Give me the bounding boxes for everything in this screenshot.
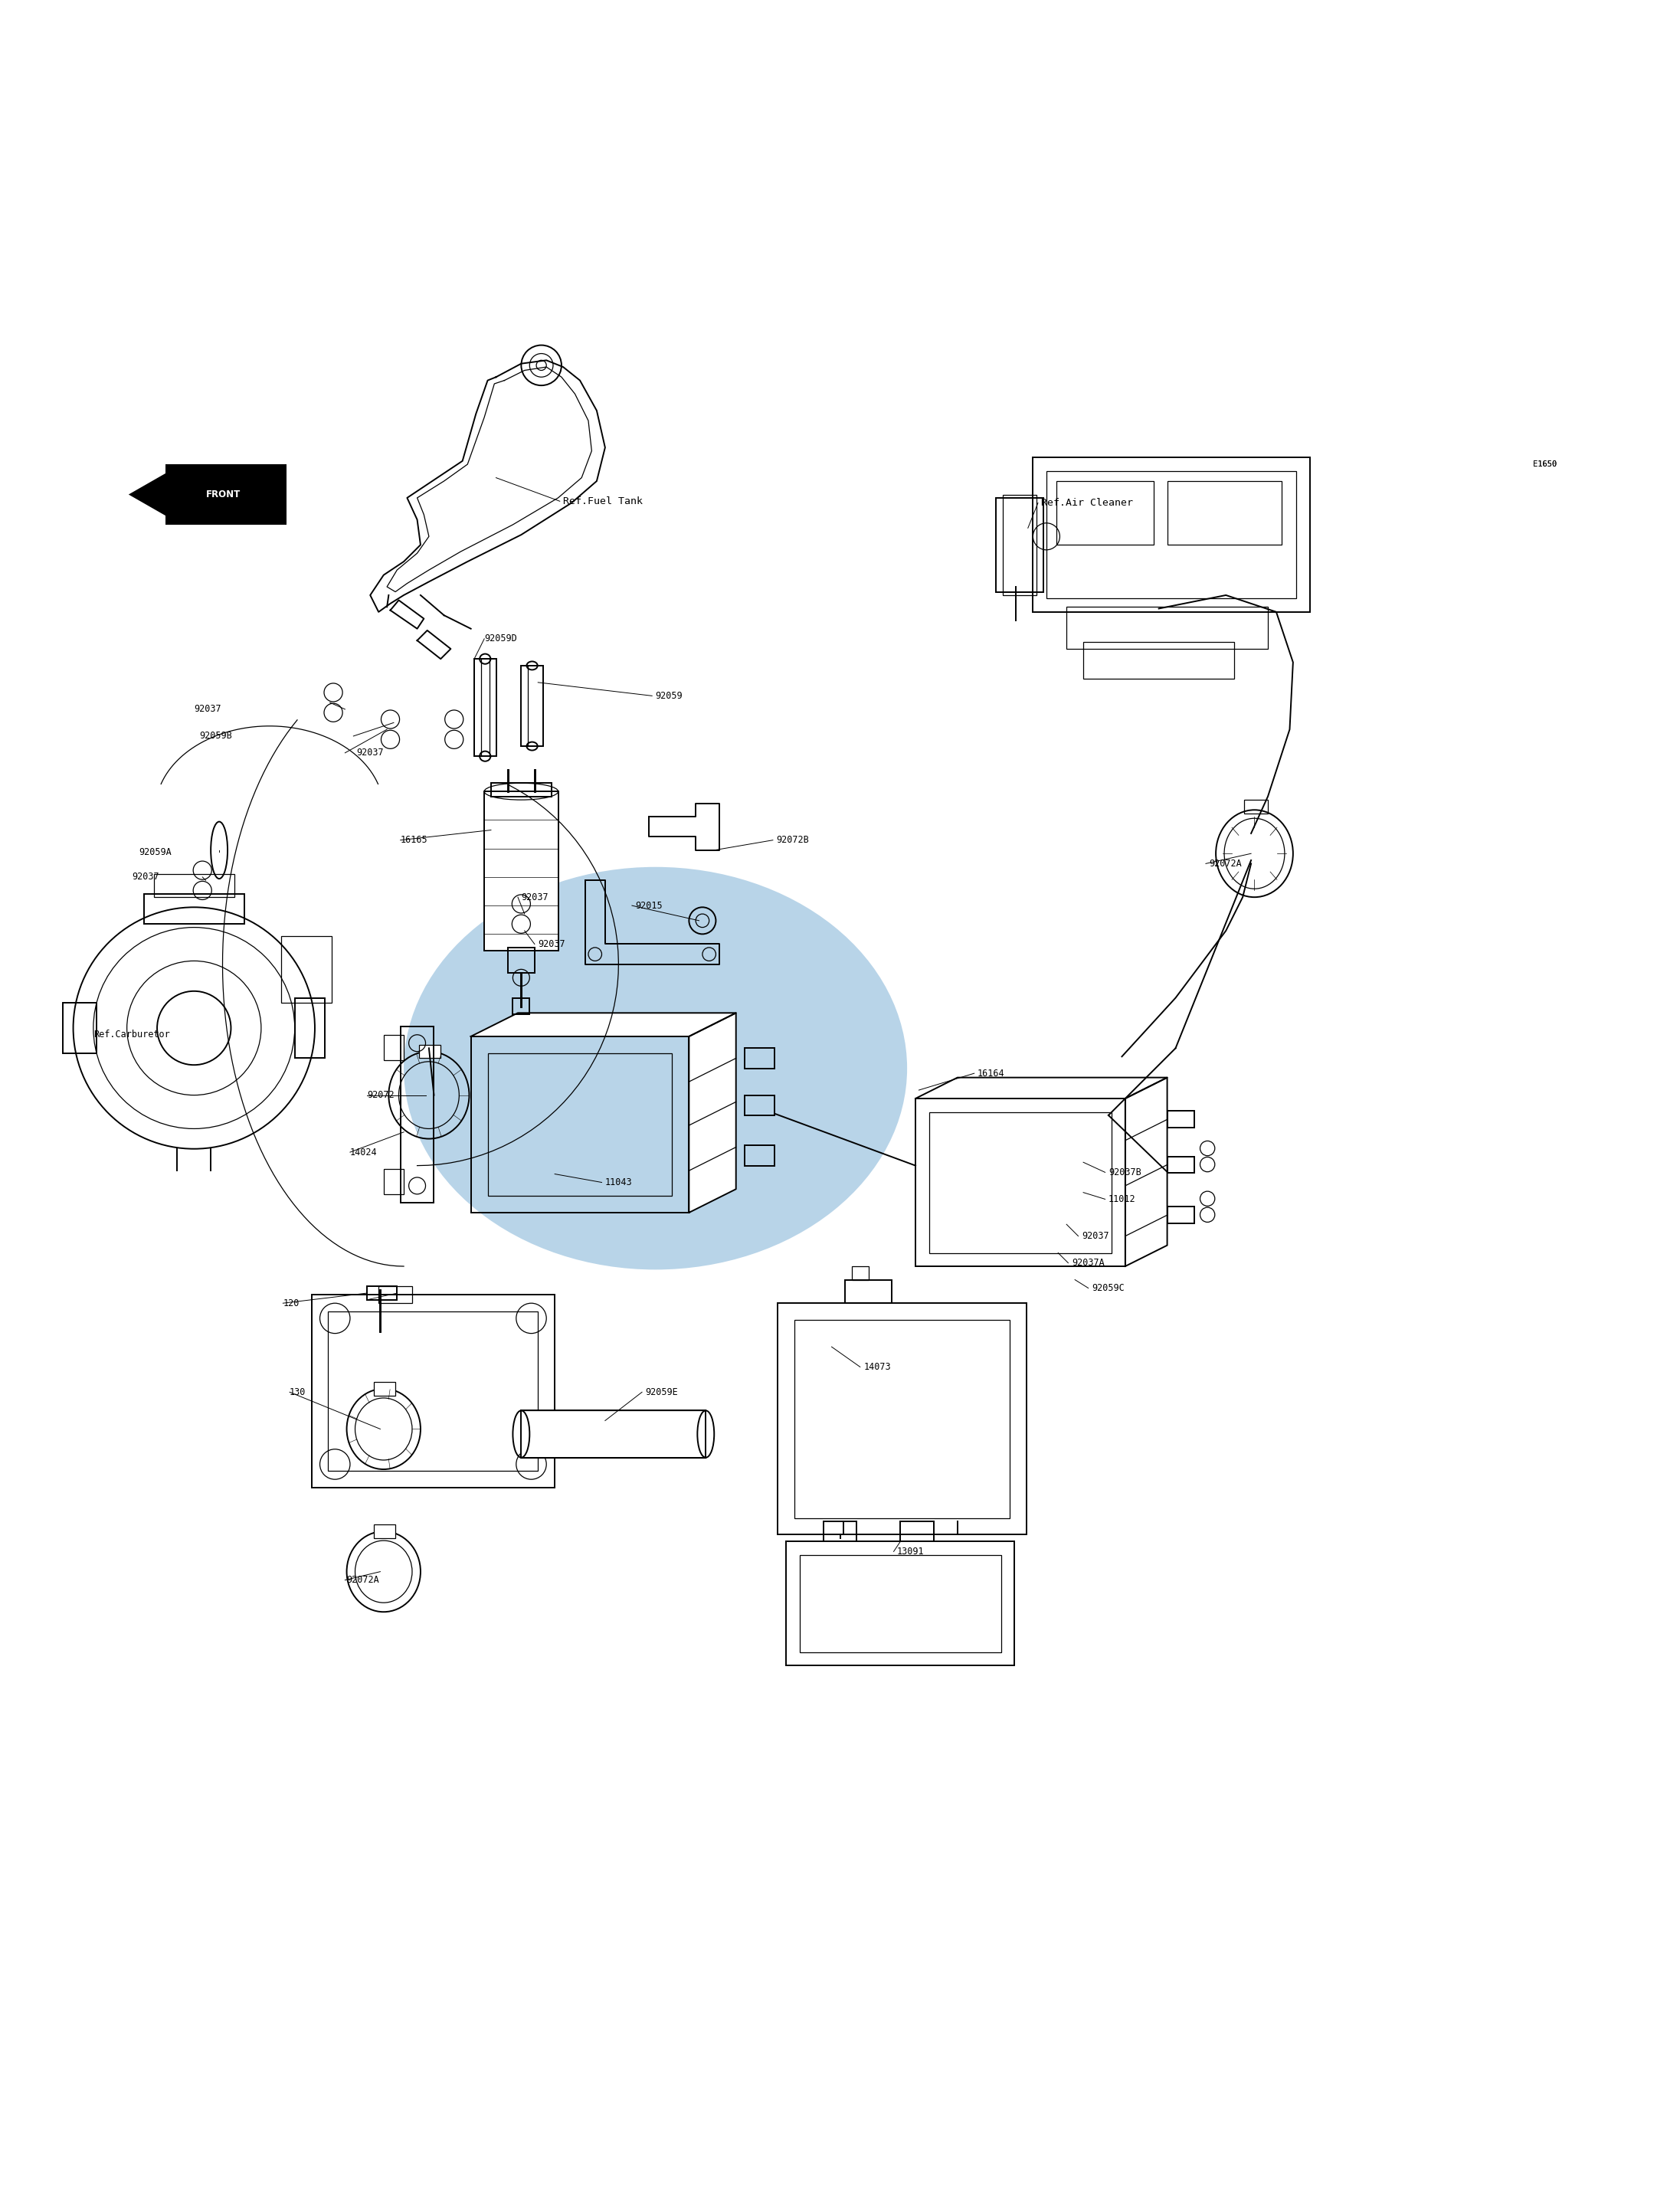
Bar — [1168, 481, 1282, 545]
Text: 92072A: 92072A — [346, 1575, 380, 1584]
Bar — [800, 1555, 1001, 1652]
Text: E1650: E1650 — [1532, 461, 1557, 468]
Text: 120: 120 — [282, 1298, 299, 1307]
Bar — [383, 1035, 403, 1059]
Bar — [929, 1112, 1112, 1252]
Bar — [64, 1002, 97, 1052]
Bar — [418, 1046, 440, 1059]
Text: 92072B: 92072B — [776, 835, 810, 846]
Text: 11012: 11012 — [1109, 1195, 1136, 1204]
Text: 92072: 92072 — [366, 1090, 395, 1101]
Bar — [1033, 457, 1310, 613]
Text: 92015: 92015 — [635, 901, 662, 910]
Polygon shape — [129, 472, 166, 516]
Bar — [1003, 494, 1037, 595]
Text: 92037: 92037 — [356, 747, 385, 758]
Text: FRONT: FRONT — [207, 490, 240, 499]
Text: 92037A: 92037A — [1072, 1259, 1104, 1268]
Bar — [786, 1542, 1015, 1665]
Bar — [744, 1094, 774, 1116]
Text: 130: 130 — [289, 1386, 306, 1397]
Bar — [546, 1421, 563, 1446]
Text: 13091: 13091 — [897, 1547, 924, 1555]
Text: 92059A: 92059A — [139, 846, 171, 857]
Text: 92037B: 92037B — [1109, 1167, 1141, 1178]
Bar — [512, 997, 529, 1015]
Bar — [383, 1169, 403, 1195]
Bar — [1245, 800, 1268, 813]
Bar — [281, 936, 331, 1002]
Bar — [900, 1520, 934, 1542]
Bar — [845, 1279, 892, 1303]
Bar — [378, 1287, 412, 1303]
Bar — [328, 1312, 538, 1472]
Bar — [155, 874, 234, 896]
Bar — [491, 782, 551, 798]
Text: 92037: 92037 — [193, 705, 222, 714]
Text: 11043: 11043 — [605, 1178, 632, 1186]
Bar — [487, 1052, 672, 1195]
Bar — [852, 1265, 869, 1279]
Bar — [144, 894, 244, 925]
Polygon shape — [689, 1013, 736, 1213]
Text: 92059C: 92059C — [1092, 1283, 1124, 1294]
Text: 92059D: 92059D — [484, 633, 517, 644]
Text: 92037: 92037 — [521, 892, 548, 903]
Bar — [507, 947, 534, 973]
Bar — [373, 1382, 395, 1395]
Bar — [474, 659, 496, 756]
Bar — [744, 1048, 774, 1068]
Text: 92059: 92059 — [655, 690, 682, 701]
Text: 16164: 16164 — [978, 1068, 1005, 1079]
Bar — [1057, 481, 1154, 545]
Bar — [366, 1287, 396, 1301]
Bar — [521, 666, 543, 747]
Polygon shape — [166, 464, 286, 525]
Text: 92037: 92037 — [1082, 1230, 1109, 1241]
Bar — [778, 1303, 1026, 1536]
Text: Ref.Air Cleaner: Ref.Air Cleaner — [1042, 499, 1134, 508]
Text: Ref.Carburetor: Ref.Carburetor — [94, 1030, 170, 1039]
Text: 92059E: 92059E — [645, 1386, 679, 1397]
Bar — [1168, 1156, 1194, 1173]
Polygon shape — [1126, 1077, 1168, 1265]
Text: 14073: 14073 — [864, 1362, 890, 1371]
Text: 92072A: 92072A — [1210, 859, 1242, 868]
Bar — [294, 997, 324, 1059]
Bar — [1168, 1112, 1194, 1127]
Text: 16165: 16165 — [400, 835, 428, 846]
Bar — [484, 791, 558, 951]
Text: 14024: 14024 — [349, 1147, 378, 1158]
Bar — [470, 1037, 689, 1213]
Polygon shape — [470, 1013, 736, 1037]
Ellipse shape — [403, 868, 907, 1270]
Bar — [521, 1410, 706, 1457]
Text: E1650: E1650 — [1532, 461, 1557, 468]
Bar — [1168, 1206, 1194, 1224]
Bar — [1067, 606, 1268, 648]
Bar — [1084, 642, 1235, 679]
Bar — [1047, 470, 1297, 598]
Text: Ref.Fuel Tank: Ref.Fuel Tank — [563, 497, 643, 505]
Bar — [744, 1145, 774, 1167]
Bar — [373, 1525, 395, 1538]
Bar — [795, 1320, 1010, 1518]
Text: DSM: DSM — [551, 1041, 692, 1094]
Text: MOTORPARTS: MOTORPARTS — [721, 1085, 827, 1098]
Bar — [916, 1098, 1126, 1265]
Polygon shape — [916, 1077, 1168, 1098]
Bar — [823, 1520, 857, 1542]
Text: 92037: 92037 — [133, 872, 160, 881]
Bar — [400, 1026, 433, 1202]
Text: 92037: 92037 — [538, 938, 564, 949]
Text: 92059B: 92059B — [198, 732, 232, 740]
Bar — [996, 499, 1043, 591]
Bar — [311, 1294, 554, 1487]
